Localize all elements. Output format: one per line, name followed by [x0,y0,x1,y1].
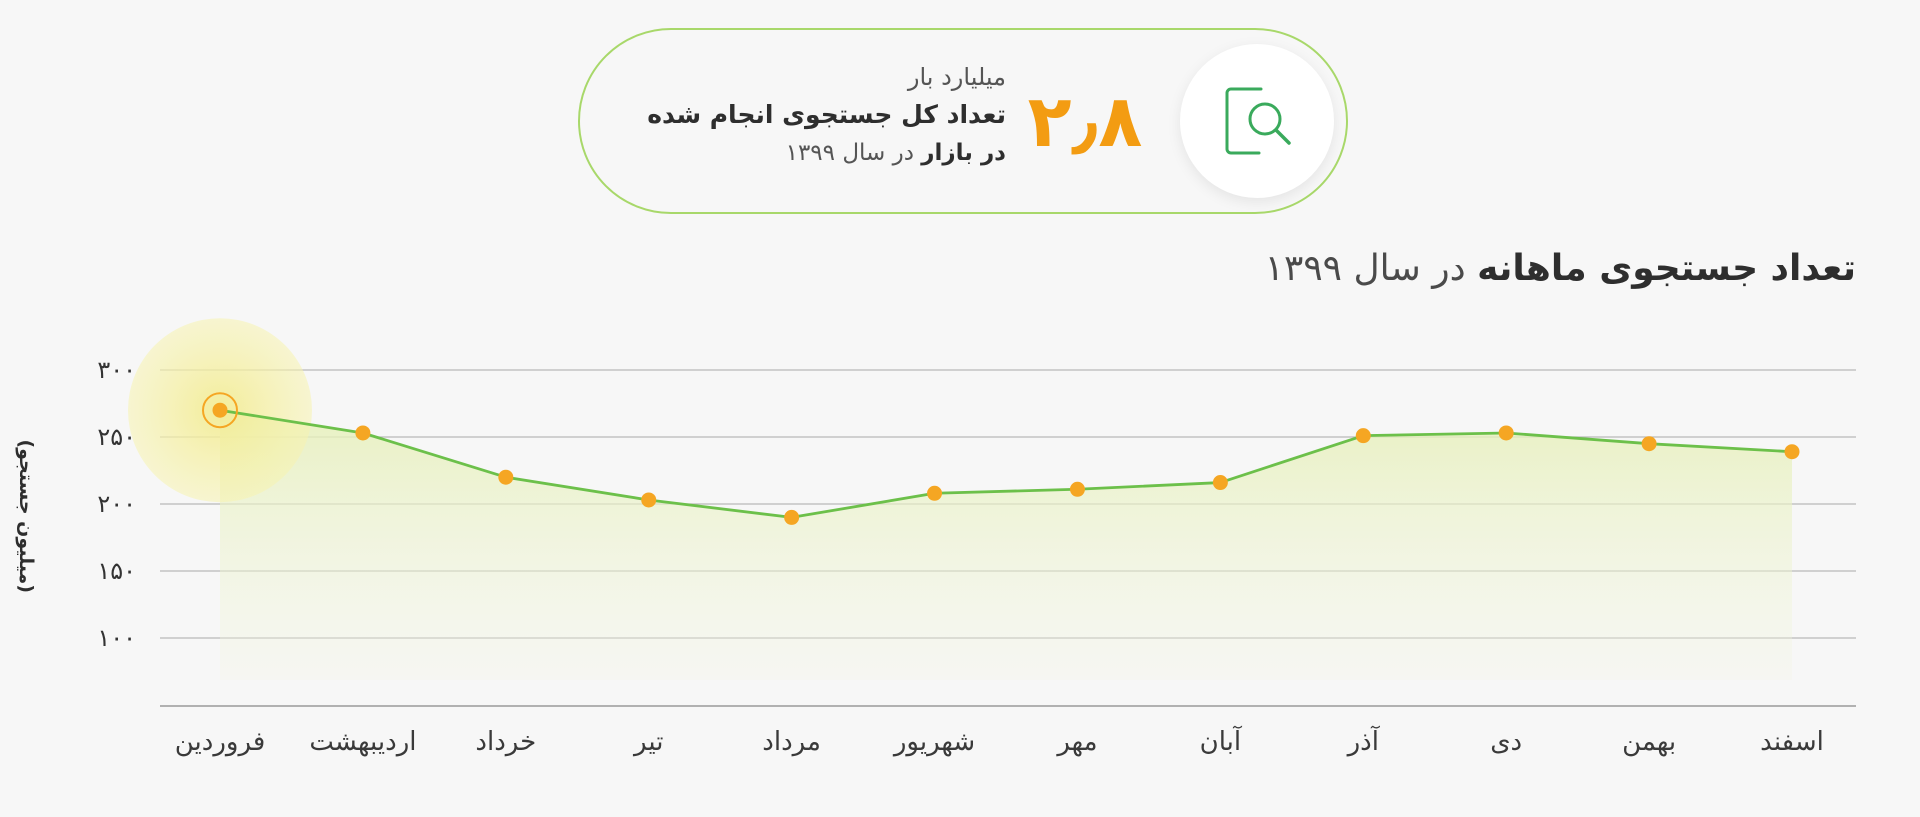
stat-unit: میلیارد بار [907,63,1006,91]
chart-title-rest: در سال ۱۳۹۹ [1264,248,1466,289]
data-point [784,509,800,525]
data-point [212,402,228,418]
data-point [1498,425,1514,441]
data-point [1641,436,1657,452]
data-point [355,425,371,441]
x-tick-label: خرداد [475,727,536,757]
stat-sub-rest: در سال ۱۳۹۹ [785,140,914,166]
chart-title: تعداد جستجوی ماهانه در سال ۱۳۹۹ [1265,248,1856,289]
stat-icon-circle [1180,44,1334,198]
x-tick-label: مهر [1055,727,1097,757]
data-point [1355,428,1371,444]
y-tick-label: ۲۰۰ [97,490,136,518]
x-tick-label: دی [1490,727,1522,757]
x-tick-label: فروردین [175,727,266,757]
data-point [641,492,657,508]
y-tick-label: ۲۵۰ [97,423,136,451]
x-tick-label: آذر [1346,725,1381,757]
highlight-ring [202,392,238,429]
stat-subtitle: در بازار در سال ۱۳۹۹ [640,134,1006,172]
x-tick-label: شهریور [892,727,975,757]
x-tick-label: اسفند [1760,727,1824,757]
data-point [498,469,514,485]
area-fill [220,410,1792,680]
data-point [1784,444,1800,460]
data-point [1212,475,1228,491]
x-tick-label: آبان [1200,725,1243,757]
chart-title-bold: تعداد جستجوی ماهانه [1477,248,1856,289]
y-tick-label: ۱۵۰ [97,557,136,585]
x-tick-label: بهمن [1622,727,1676,757]
y-tick-label: ۱۰۰ [97,624,136,652]
x-tick-label: تیر [632,727,663,757]
stat-sub-bold: در بازار [921,140,1006,166]
stat-title: تعداد کل جستجوی انجام شده [647,100,1006,129]
search-document-icon [1225,87,1291,155]
y-tick-label: ۳۰۰ [97,356,136,384]
data-point [927,485,943,501]
data-point [1069,481,1085,497]
stat-value: ۲٫۸ [1027,79,1143,163]
x-tick-label: مرداد [762,727,821,757]
series-line [219,408,1793,519]
stat-text: میلیارد بار تعداد کل جستجوی انجام شده در… [640,58,1006,172]
x-tick-label: اردیبهشت [309,727,416,757]
